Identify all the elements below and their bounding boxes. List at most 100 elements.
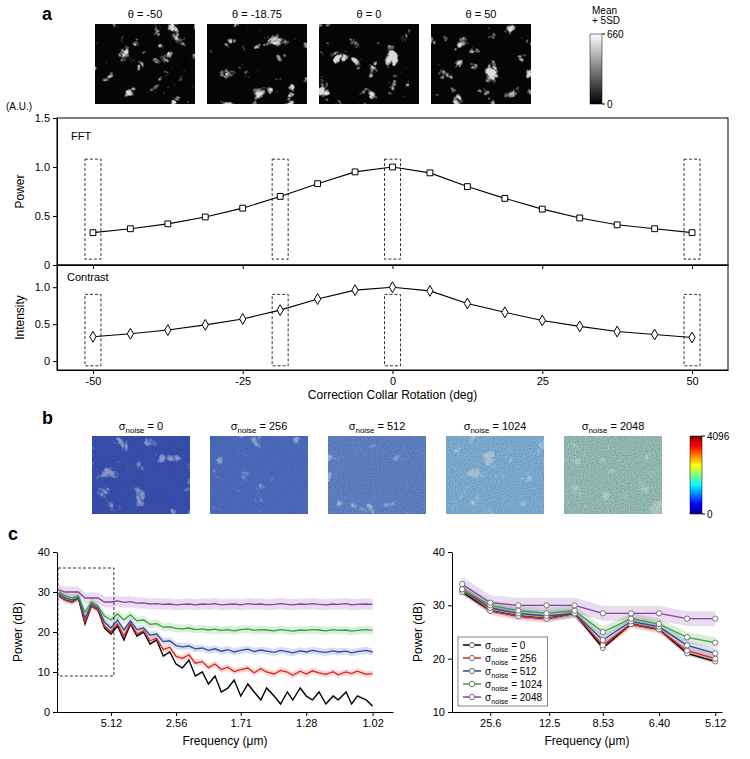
highlight-box bbox=[272, 159, 288, 259]
x-tick: -50 bbox=[85, 370, 101, 387]
legend-marker bbox=[469, 681, 474, 686]
y-tick: 0 bbox=[44, 706, 57, 718]
series-line bbox=[462, 589, 715, 642]
text-subscript: noise bbox=[491, 671, 508, 680]
y-tick: 0 bbox=[44, 259, 57, 271]
series-marker bbox=[389, 282, 395, 293]
series-marker bbox=[651, 329, 657, 340]
plot-marks bbox=[85, 282, 700, 366]
colorbar-tick bbox=[602, 104, 605, 105]
plot-marks bbox=[59, 584, 373, 707]
y-tick: 30 bbox=[433, 599, 452, 611]
y-tick-label: 40 bbox=[433, 546, 445, 558]
panel-letter: c bbox=[8, 524, 18, 544]
legend-marker bbox=[469, 668, 474, 673]
image bbox=[210, 436, 308, 514]
image-texture bbox=[328, 436, 426, 514]
x-tick-mark bbox=[243, 265, 244, 269]
x-tick-mark bbox=[393, 370, 394, 374]
x-tick bbox=[692, 265, 693, 269]
x-tick-label: 5.12 bbox=[705, 717, 726, 729]
x-tick bbox=[93, 265, 94, 269]
y-axis: 0 0.5 1.0 1.5 bbox=[35, 112, 58, 271]
series-line bbox=[59, 592, 373, 631]
y-tick-mark bbox=[448, 605, 452, 606]
series-marker bbox=[202, 319, 208, 330]
image-texture bbox=[446, 436, 544, 514]
x-tick bbox=[243, 265, 244, 269]
series-line bbox=[462, 589, 715, 658]
y-axis-line bbox=[57, 553, 58, 713]
figure: θ = -50θ = -18.75θ = 0θ = 500660Mean+ 5S… bbox=[0, 0, 750, 759]
highlight-box bbox=[85, 159, 101, 259]
series-line bbox=[59, 594, 373, 653]
x-tick-mark bbox=[659, 712, 660, 716]
x-tick-label: -50 bbox=[85, 375, 101, 387]
legend-label: σnoise = 0 bbox=[485, 640, 526, 654]
highlight-box bbox=[684, 294, 700, 365]
text-part: = 2048 bbox=[508, 692, 542, 703]
text-subscript: noise bbox=[491, 697, 508, 706]
y-axis-title: Power bbox=[13, 174, 27, 208]
series-marker bbox=[614, 222, 620, 228]
y-tick: 40 bbox=[433, 546, 452, 558]
series-marker bbox=[314, 294, 320, 305]
y-axis-title: Power (dB) bbox=[11, 602, 25, 662]
x-tick-mark bbox=[111, 712, 112, 716]
series-marker bbox=[572, 608, 577, 613]
y-tick-mark bbox=[53, 265, 57, 266]
image-title: θ = 0 bbox=[357, 8, 382, 20]
x-axis: 5.122.561.711.281.02 bbox=[58, 712, 394, 729]
image-panel: σnoise = 0σnoise = 256σnoise = 512σnoise… bbox=[92, 420, 730, 520]
text-part: = 256 bbox=[256, 420, 287, 432]
error-band bbox=[59, 584, 373, 610]
colorbar-tick bbox=[702, 436, 705, 437]
x-tick-label: 2.56 bbox=[166, 717, 187, 729]
colorbar-tick-label: 0 bbox=[607, 99, 613, 110]
image bbox=[446, 436, 544, 514]
series-marker bbox=[427, 170, 433, 176]
series-line bbox=[59, 596, 373, 706]
series-marker bbox=[427, 285, 433, 296]
series-marker bbox=[713, 651, 718, 656]
y-tick-label: 10 bbox=[433, 706, 445, 718]
colorbar-tick bbox=[702, 514, 705, 515]
y-tick-label: 0.5 bbox=[35, 210, 50, 222]
highlight-box bbox=[272, 294, 288, 365]
y-tick-mark bbox=[53, 632, 57, 633]
panel-letter: b bbox=[42, 408, 53, 428]
text-subscript: noise bbox=[470, 426, 490, 435]
y-tick-label: 1.0 bbox=[35, 161, 50, 173]
series-marker bbox=[459, 587, 464, 592]
y-tick: 0 bbox=[44, 355, 57, 367]
x-tick-mark bbox=[306, 712, 307, 716]
x-tick: 1.71 bbox=[231, 712, 252, 729]
image-texture bbox=[95, 24, 195, 104]
highlight-box bbox=[85, 294, 101, 365]
x-axis-title: Correction Collar Rotation (deg) bbox=[308, 388, 477, 402]
series-marker bbox=[628, 616, 633, 621]
x-tick-label: 25.6 bbox=[480, 717, 501, 729]
x-tick bbox=[393, 265, 394, 269]
legend-label: σnoise = 2048 bbox=[485, 692, 542, 706]
series-marker bbox=[127, 328, 133, 339]
image-title: σnoise = 1024 bbox=[464, 420, 527, 435]
x-tick-label: 25 bbox=[537, 375, 549, 387]
image bbox=[319, 24, 419, 104]
x-tick-mark bbox=[93, 265, 94, 269]
y-axis: 00.51.0 bbox=[35, 266, 58, 371]
x-tick-label: 12.5 bbox=[539, 717, 560, 729]
y-tick-label: 1.5 bbox=[35, 112, 50, 124]
colorbar-tick-label: 4096 bbox=[707, 431, 730, 442]
image bbox=[564, 436, 662, 514]
legend-marker bbox=[469, 655, 474, 660]
series-marker bbox=[202, 214, 208, 220]
image-panel: θ = -50θ = -18.75θ = 0θ = 500660Mean+ 5S… bbox=[95, 5, 624, 110]
text-subscript: noise bbox=[126, 426, 146, 435]
series-marker bbox=[600, 611, 605, 616]
image-title: σnoise = 512 bbox=[349, 420, 406, 435]
image-texture bbox=[319, 24, 419, 104]
x-tick: 1.02 bbox=[362, 712, 383, 729]
x-tick-mark bbox=[93, 370, 94, 374]
series-marker bbox=[352, 169, 358, 175]
